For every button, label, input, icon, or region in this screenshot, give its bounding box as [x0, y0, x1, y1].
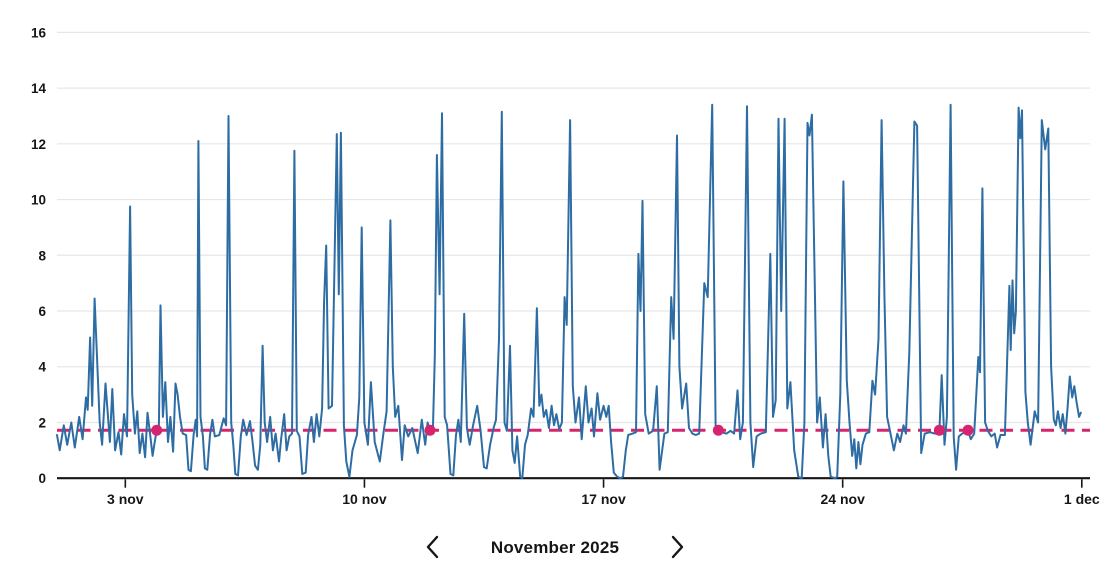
usage-line — [56, 103, 1082, 480]
month-navigation: November 2025 — [0, 530, 1110, 566]
x-axis-tick-label: 1 dec — [1064, 491, 1100, 507]
chevron-left-icon — [426, 535, 439, 562]
event-marker-dot — [933, 424, 945, 436]
y-axis-tick-label: 0 — [38, 471, 46, 486]
y-axis-tick-label: 14 — [31, 81, 47, 96]
event-marker-dot — [712, 424, 724, 436]
previous-month-button[interactable] — [420, 533, 445, 564]
x-axis-tick-label: 17 nov — [581, 491, 626, 507]
x-axis-tick-label: 24 nov — [821, 491, 866, 507]
y-axis-tick-label: 16 — [31, 25, 47, 40]
usage-line-chart: 0 2 4 6 8 10 12 14 16 3 nov 10 nov 17 nov 24 nov 1 de… — [31, 25, 1100, 507]
y-axis-tick-label: 10 — [31, 193, 46, 208]
y-axis-tick-label: 8 — [38, 248, 46, 263]
next-month-button[interactable] — [665, 533, 690, 564]
x-axis-tick-label: 3 nov — [107, 491, 144, 507]
event-marker-dot — [962, 424, 974, 436]
y-axis-tick-label: 12 — [31, 137, 46, 152]
y-axis-tick-label: 6 — [38, 304, 46, 319]
current-month-label: November 2025 — [490, 538, 620, 557]
x-axis-tick-label: 10 nov — [342, 491, 387, 507]
y-axis-tick-label: 2 — [38, 415, 46, 430]
chevron-right-icon — [671, 535, 684, 562]
event-marker-dot — [151, 424, 163, 436]
y-axis-tick-label: 4 — [38, 360, 46, 375]
event-marker-dot — [424, 424, 436, 436]
